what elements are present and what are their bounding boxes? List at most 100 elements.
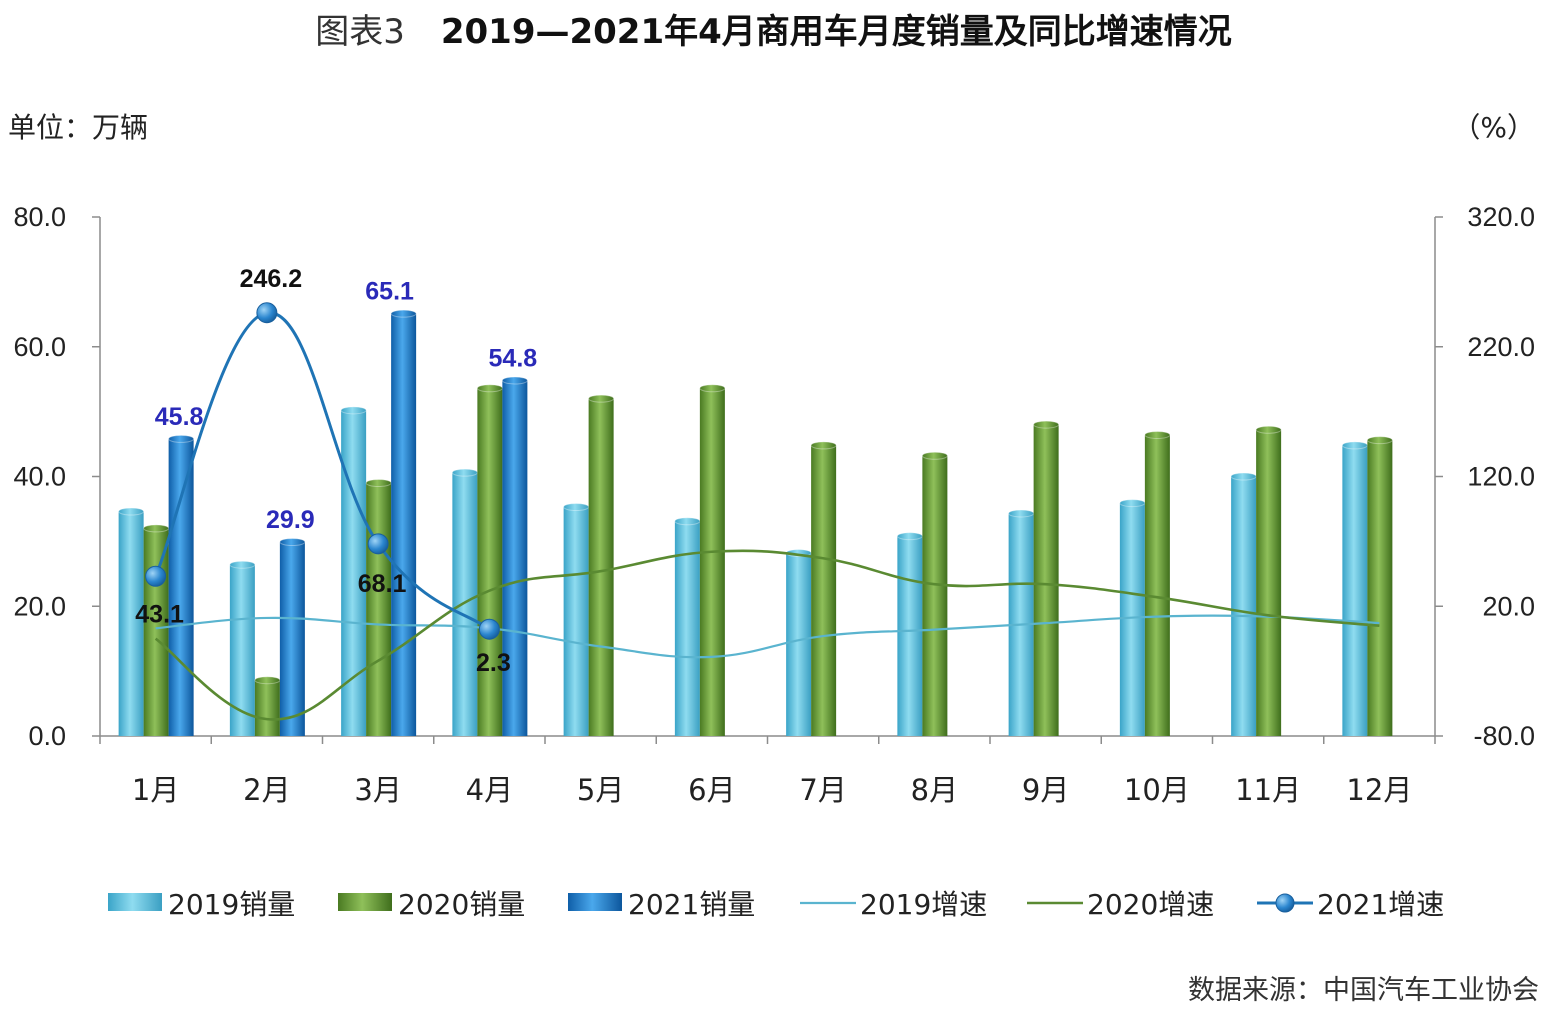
bar-2019-sales-cap: [563, 502, 590, 511]
line-2021-growth-marker: [256, 302, 278, 324]
bar-2020-sales-cap: [143, 524, 170, 533]
left-axis-unit: 单位：万辆: [8, 111, 149, 144]
bar-2020-sales: [477, 388, 503, 736]
x-tick-label: 4月: [466, 773, 513, 807]
right-axis-unit: （%）: [1452, 111, 1535, 144]
x-tick-label: 1月: [132, 773, 179, 807]
bar-2021-sales: [391, 313, 417, 736]
bar-2019-sales: [674, 521, 700, 736]
bar-2020-sales: [1367, 440, 1393, 736]
y-left-tick-label: 0.0: [28, 721, 66, 751]
bar-2020-sales-cap: [1144, 430, 1171, 439]
bar-2020-sales: [922, 455, 948, 736]
bar-2020-sales-cap: [699, 384, 726, 393]
y-left-tick-label: 40.0: [13, 462, 66, 492]
chart-title: 图表3 2019—2021年4月商用车月度销量及同比增速情况: [0, 4, 1547, 53]
bar-2020-sales-cap: [1255, 425, 1282, 434]
bar-2019-sales-cap: [229, 560, 256, 569]
line-2021-growth: [154, 311, 491, 631]
y-right-tick-label: 120.0: [1467, 462, 1535, 492]
line-data-label: 246.2: [240, 265, 303, 293]
bar-2021-sales-cap: [279, 538, 306, 547]
bar-data-label: 45.8: [155, 403, 204, 431]
legend-swatch-bar: [108, 893, 162, 911]
line-data-label: 68.1: [358, 570, 407, 598]
bar-2021-sales-cap: [168, 434, 195, 443]
line-series-group: [145, 302, 1380, 721]
bar-2020-sales: [1144, 434, 1170, 736]
x-tick-label: 6月: [688, 773, 735, 807]
line-2019-growth: [155, 614, 1380, 659]
x-tick-label: 12月: [1346, 773, 1412, 807]
data-source: 数据来源：中国汽车工业协会: [1188, 975, 1539, 1006]
legend-item-label: 2021销量: [628, 888, 755, 921]
bar-2019-sales: [452, 472, 478, 736]
x-tick-label: 8月: [911, 773, 958, 807]
bar-2019-sales: [118, 511, 144, 736]
bar-2020-sales: [811, 445, 837, 736]
legend-item-label: 2020销量: [398, 888, 525, 921]
y-left-tick-label: 80.0: [13, 202, 66, 232]
bar-2019-sales: [786, 553, 812, 736]
bar-2020-sales: [143, 528, 169, 736]
bar-2019-sales-cap: [118, 507, 145, 516]
bar-2020-sales: [254, 680, 280, 736]
bar-2019-sales-cap: [1341, 441, 1368, 450]
y-right-tick-label: 20.0: [1482, 591, 1535, 621]
y-right-tick-label: 320.0: [1467, 202, 1535, 232]
bar-2020-sales-cap: [476, 384, 503, 393]
legend-item-label: 2021增速: [1317, 888, 1444, 921]
legend: 2019销量 2020销量 2021销量 2019增速 2020增速 2021增速: [108, 888, 1444, 921]
legend-item-label: 2019增速: [860, 888, 987, 921]
legend-swatch-marker: [1275, 893, 1295, 913]
bar-2021-sales: [168, 438, 194, 736]
bar-2019-sales-cap: [1008, 509, 1035, 518]
bar-2020-sales-cap: [1366, 436, 1393, 445]
data-labels-group: 45.8 29.9 65.1 54.8 43.1 246.2 68.1 2.3: [135, 265, 537, 677]
bar-2020-sales: [1033, 424, 1059, 736]
bar-2021-sales: [502, 380, 528, 736]
bar-2020-sales: [588, 398, 614, 736]
bar-2019-sales-cap: [340, 406, 367, 415]
bar-2019-sales: [1231, 476, 1257, 736]
legend-item-label: 2019销量: [168, 888, 295, 921]
bar-2019-sales-cap: [1230, 472, 1257, 481]
legend-swatch-bar: [338, 893, 392, 911]
y-left-tick-label: 60.0: [13, 332, 66, 362]
line-2020-growth: [154, 549, 1380, 721]
y-left-tick-label: 20.0: [13, 591, 66, 621]
bar-data-label: 54.8: [489, 344, 538, 372]
bar-2020-sales: [366, 482, 392, 736]
bar-2020-sales: [699, 388, 725, 736]
y-right-tick-label: 220.0: [1467, 332, 1535, 362]
bar-2020-sales-cap: [365, 478, 392, 487]
x-tick-label: 10月: [1124, 773, 1190, 807]
chart-title-prefix: 图表3: [315, 12, 405, 52]
bar-data-label: 29.9: [266, 506, 315, 534]
line-data-label: 2.3: [476, 649, 511, 677]
x-tick-label: 11月: [1235, 773, 1301, 807]
line-2021-growth-marker: [367, 533, 389, 555]
bar-2020-sales-cap: [810, 441, 837, 450]
bar-2021-sales-cap: [390, 309, 417, 318]
legend-item-label: 2020增速: [1087, 888, 1214, 921]
bar-2020-sales-cap: [254, 676, 281, 685]
x-tick-label: 3月: [354, 773, 401, 807]
x-tick-label: 2月: [243, 773, 290, 807]
chart-title-main: 2019—2021年4月商用车月度销量及同比增速情况: [440, 12, 1232, 52]
x-tick-label: 9月: [1022, 773, 1069, 807]
bar-2020-sales-cap: [1033, 420, 1060, 429]
bar-2020-sales-cap: [921, 451, 948, 460]
bar-data-label: 65.1: [365, 278, 414, 306]
bar-2019-sales-cap: [674, 517, 701, 526]
bar-2021-sales-cap: [501, 376, 528, 385]
line-2021-growth-marker: [478, 618, 500, 640]
bar-2019-sales: [1342, 445, 1368, 736]
bar-series-group: [118, 309, 1393, 736]
bar-2019-sales-cap: [1119, 499, 1146, 508]
axes: 0.0 20.0 40.0 60.0 80.0 -80.0 20.0 120.0 220.0 32…: [13, 202, 1535, 807]
bar-2019-sales-cap: [896, 532, 923, 541]
legend-swatch-bar: [568, 893, 622, 911]
y-right-tick-label: -80.0: [1473, 721, 1535, 751]
